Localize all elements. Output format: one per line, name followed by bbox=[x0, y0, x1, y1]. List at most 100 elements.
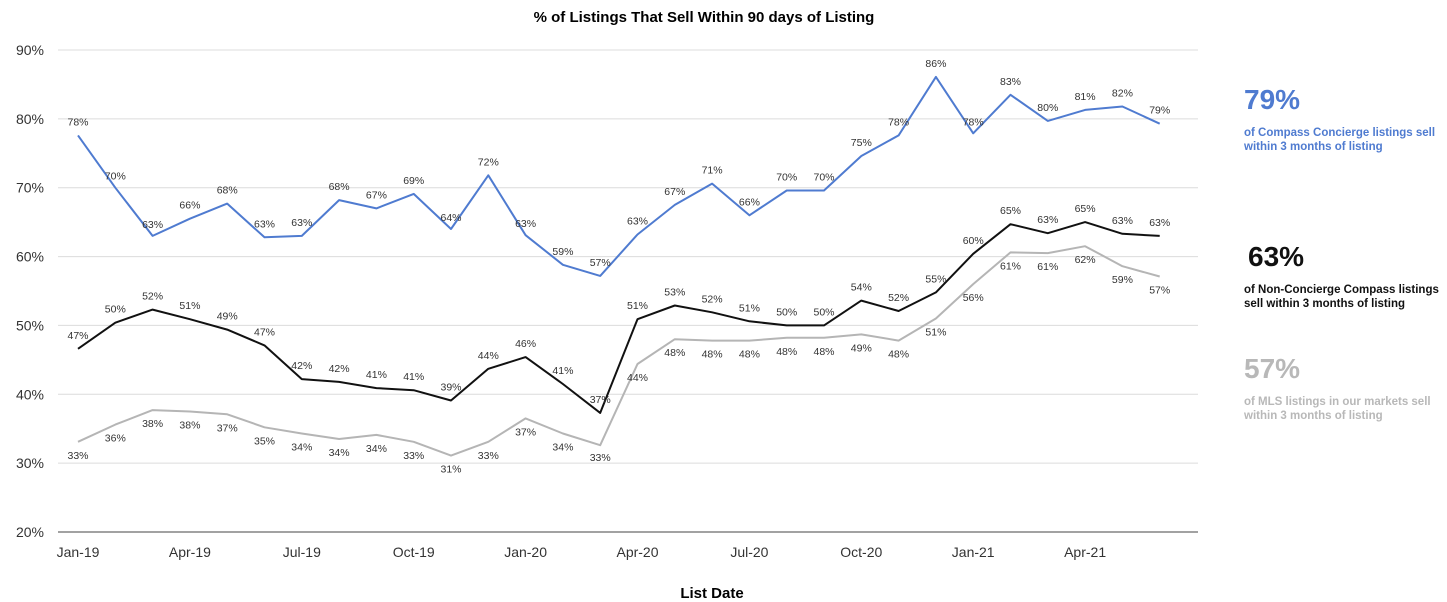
data-label-mls: 61% bbox=[1037, 261, 1058, 273]
data-label-compass_concierge: 70% bbox=[105, 171, 126, 183]
x-tick-label: Apr-20 bbox=[616, 544, 658, 560]
data-label-compass_concierge: 81% bbox=[1075, 91, 1096, 103]
data-label-compass_concierge: 63% bbox=[142, 219, 163, 231]
data-label-compass_concierge: 63% bbox=[515, 218, 536, 230]
x-tick-label: Apr-19 bbox=[169, 544, 211, 560]
data-label-non_concierge_compass: 65% bbox=[1000, 205, 1021, 217]
chart-title: % of Listings That Sell Within 90 days o… bbox=[534, 9, 875, 26]
data-label-non_concierge_compass: 53% bbox=[664, 286, 685, 298]
data-label-non_concierge_compass: 52% bbox=[142, 291, 163, 303]
data-label-non_concierge_compass: 54% bbox=[851, 282, 872, 294]
data-label-compass_concierge: 57% bbox=[590, 257, 611, 269]
data-label-mls: 62% bbox=[1075, 254, 1096, 266]
data-label-non_concierge_compass: 46% bbox=[515, 338, 536, 350]
x-tick-label: Jul-19 bbox=[283, 544, 321, 560]
y-axis-tick-labels: 20% 30% 40% 50% 60% 70% 80% 90% bbox=[16, 42, 44, 540]
data-label-mls: 37% bbox=[515, 426, 536, 438]
mls-percent: 57% bbox=[1244, 353, 1301, 384]
non-concierge-percent: 63% bbox=[1248, 241, 1305, 272]
data-label-mls: 33% bbox=[403, 450, 424, 462]
data-label-non_concierge_compass: 49% bbox=[217, 311, 238, 323]
data-label-compass_concierge: 63% bbox=[254, 218, 275, 230]
data-label-mls: 59% bbox=[1112, 274, 1133, 286]
data-label-compass_concierge: 70% bbox=[776, 171, 797, 183]
x-tick-label: Oct-19 bbox=[393, 544, 435, 560]
x-tick-label: Jan-21 bbox=[952, 544, 995, 560]
data-label-non_concierge_compass: 41% bbox=[403, 371, 424, 383]
data-label-compass_concierge: 78% bbox=[963, 116, 984, 128]
data-label-non_concierge_compass: 51% bbox=[179, 300, 200, 312]
data-label-non_concierge_compass: 55% bbox=[925, 273, 946, 285]
non-concierge-description: of Non-Concierge Compass listings sell w… bbox=[1244, 284, 1439, 310]
data-label-non_concierge_compass: 63% bbox=[1037, 214, 1058, 226]
data-label-mls: 49% bbox=[851, 342, 872, 354]
data-label-mls: 48% bbox=[702, 349, 723, 361]
data-label-non_concierge_compass: 41% bbox=[552, 365, 573, 377]
data-label-mls: 37% bbox=[217, 422, 238, 434]
data-label-compass_concierge: 69% bbox=[403, 175, 424, 187]
data-label-compass_concierge: 71% bbox=[702, 165, 723, 177]
x-tick-label: Jan-20 bbox=[504, 544, 547, 560]
data-label-mls: 48% bbox=[739, 349, 760, 361]
series-line-compass_concierge bbox=[77, 75, 1161, 277]
data-label-non_concierge_compass: 51% bbox=[739, 302, 760, 314]
data-label-mls: 48% bbox=[813, 346, 834, 358]
data-label-mls: 34% bbox=[552, 442, 573, 454]
mls-description: of MLS listings in our markets sell with… bbox=[1244, 396, 1431, 422]
compass-concierge-callout: 79% of Compass Concierge listings sell w… bbox=[1244, 84, 1444, 154]
data-label-compass_concierge: 63% bbox=[627, 216, 648, 228]
x-tick-label: Apr-21 bbox=[1064, 544, 1106, 560]
data-labels: 78% 70% 63% 66% 68% 63% 63% 68% 67% 69% 64% 72% 63% 5… bbox=[67, 58, 1170, 476]
data-label-non_concierge_compass: 37% bbox=[590, 394, 611, 406]
data-label-mls: 34% bbox=[329, 447, 350, 459]
series-line-mls bbox=[77, 245, 1160, 457]
y-tick-label: 20% bbox=[16, 524, 44, 540]
data-label-mls: 34% bbox=[366, 443, 387, 455]
data-label-compass_concierge: 67% bbox=[664, 186, 685, 198]
data-label-compass_concierge: 64% bbox=[440, 212, 461, 224]
data-label-compass_concierge: 72% bbox=[478, 156, 499, 168]
data-label-mls: 48% bbox=[776, 346, 797, 358]
data-label-mls: 38% bbox=[179, 420, 200, 432]
data-label-mls: 61% bbox=[1000, 260, 1021, 272]
y-tick-label: 40% bbox=[16, 386, 44, 402]
data-label-non_concierge_compass: 60% bbox=[963, 235, 984, 247]
data-label-compass_concierge: 70% bbox=[813, 171, 834, 183]
data-label-mls: 31% bbox=[440, 464, 461, 476]
y-tick-label: 50% bbox=[16, 317, 44, 333]
data-label-non_concierge_compass: 50% bbox=[776, 306, 797, 318]
data-label-mls: 35% bbox=[254, 435, 275, 447]
data-label-compass_concierge: 86% bbox=[925, 58, 946, 70]
data-label-non_concierge_compass: 42% bbox=[329, 363, 350, 375]
data-label-non_concierge_compass: 63% bbox=[1149, 217, 1170, 229]
series-line-non_concierge_compass bbox=[77, 221, 1160, 414]
y-tick-label: 70% bbox=[16, 180, 44, 196]
data-label-compass_concierge: 68% bbox=[217, 185, 238, 197]
data-label-compass_concierge: 80% bbox=[1037, 102, 1058, 114]
compass-concierge-description: of Compass Concierge listings sell withi… bbox=[1244, 127, 1436, 153]
data-label-non_concierge_compass: 42% bbox=[291, 360, 312, 372]
data-label-non_concierge_compass: 51% bbox=[627, 300, 648, 312]
data-label-mls: 36% bbox=[105, 433, 126, 445]
data-label-non_concierge_compass: 63% bbox=[1112, 215, 1133, 227]
data-label-compass_concierge: 68% bbox=[329, 181, 350, 193]
data-label-non_concierge_compass: 50% bbox=[813, 306, 834, 318]
data-label-mls: 51% bbox=[925, 327, 946, 339]
mls-callout: 57% of MLS listings in our markets sell … bbox=[1244, 353, 1444, 423]
non-concierge-callout: 63% of Non-Concierge Compass listings se… bbox=[1244, 241, 1444, 311]
data-label-compass_concierge: 82% bbox=[1112, 87, 1133, 99]
data-label-non_concierge_compass: 47% bbox=[67, 330, 88, 342]
data-label-mls: 33% bbox=[67, 450, 88, 462]
data-label-mls: 33% bbox=[478, 450, 499, 462]
data-label-compass_concierge: 78% bbox=[67, 116, 88, 128]
data-label-mls: 57% bbox=[1149, 285, 1170, 297]
x-axis-title: List Date bbox=[680, 585, 743, 602]
x-tick-label: Jul-20 bbox=[730, 544, 768, 560]
y-tick-label: 80% bbox=[16, 111, 44, 127]
data-label-mls: 48% bbox=[888, 349, 909, 361]
data-label-non_concierge_compass: 52% bbox=[888, 292, 909, 304]
data-label-non_concierge_compass: 52% bbox=[702, 293, 723, 305]
gridlines bbox=[58, 49, 1198, 533]
data-label-non_concierge_compass: 50% bbox=[105, 304, 126, 316]
data-label-non_concierge_compass: 47% bbox=[254, 326, 275, 338]
